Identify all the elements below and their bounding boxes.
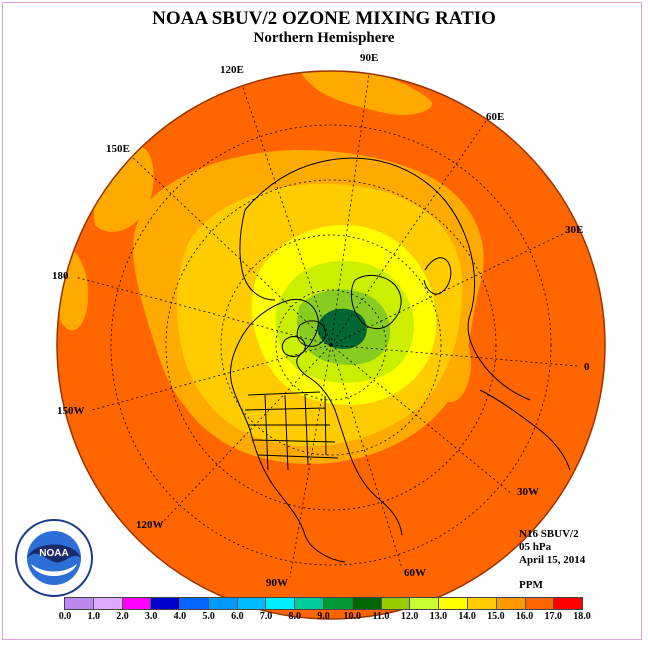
map-subtitle: Northern Hemisphere <box>253 30 395 46</box>
graticule <box>74 73 578 578</box>
lon-label-60e: 60E <box>486 111 504 123</box>
page-frame <box>2 2 642 640</box>
colorbar-tick-label: 1.0 <box>87 611 100 622</box>
colorbar-swatch <box>122 598 152 609</box>
colorbar-swatch <box>295 598 325 609</box>
lon-label-0: 0 <box>584 361 590 373</box>
lon-label-180: 180 <box>52 270 69 282</box>
colorbar-tick-label: 2.0 <box>116 611 129 622</box>
contour-band-9 <box>317 308 367 349</box>
colorbar-swatch <box>381 598 411 609</box>
colorbar-tick-label: 6.0 <box>231 611 244 622</box>
colorbar-swatch <box>324 598 353 609</box>
lon-label-60w: 60W <box>404 567 426 579</box>
colorbar-tick-label: 13.0 <box>429 611 448 622</box>
colorbar-tick-label: 14.0 <box>458 611 476 622</box>
colorbar-swatch <box>352 598 382 609</box>
colorbar-swatch <box>266 598 296 609</box>
colorbar-swatch <box>554 598 583 609</box>
colorbar-swatch <box>93 598 123 609</box>
colorbar-tick-label: 15.0 <box>487 611 505 622</box>
lon-label-120w: 120W <box>136 519 164 531</box>
colorbar-tick-label: 17.0 <box>544 611 563 622</box>
colorbar-swatch <box>151 598 181 609</box>
colorbar-tick-label: 0.0 <box>58 611 72 622</box>
unit-label: PPM <box>519 579 543 591</box>
colorbar-swatch <box>410 598 440 609</box>
lon-label-30w: 30W <box>517 486 539 498</box>
contour-band-14-top <box>300 71 432 115</box>
map-rim <box>56 70 606 620</box>
colorbar-tick-label: 10.0 <box>343 611 361 622</box>
colorbar-swatch <box>208 598 238 609</box>
colorbar-tick-label: 3.0 <box>144 611 158 622</box>
colorbar-swatch <box>496 598 526 609</box>
colorbar-tick-label: 4.0 <box>173 611 187 622</box>
colorbar-tick-label: 12.0 <box>400 611 419 622</box>
colorbar-swatch <box>237 598 267 609</box>
coastlines <box>229 157 571 563</box>
colorbar-swatch <box>65 598 94 609</box>
colorbar-tick-label: 7.0 <box>259 611 273 622</box>
lon-label-30e: 30E <box>565 224 583 236</box>
colorbar-swatch <box>467 598 497 609</box>
colorbar <box>64 597 583 610</box>
lon-label-120e: 120E <box>220 64 244 76</box>
instrument-label: N16 SBUV/2 <box>519 528 579 540</box>
pressure-level-label: 05 hPa <box>519 541 552 553</box>
colorbar-tick-label: 9.0 <box>317 611 330 622</box>
colorbar-swatch <box>439 598 468 609</box>
date-label: April 15, 2014 <box>519 554 586 566</box>
noaa-logo: NOAA <box>15 519 93 597</box>
map-title: NOAA SBUV/2 OZONE MIXING RATIO <box>152 8 496 29</box>
noaa-logo-text: NOAA <box>39 548 68 559</box>
colorbar-tick-label: 16.0 <box>515 611 534 622</box>
colorbar-tick-label: 11.0 <box>372 611 390 622</box>
lon-label-150w: 150W <box>57 405 85 417</box>
colorbar-tick-label: 5.0 <box>202 611 215 622</box>
colorbar-swatch <box>180 598 209 609</box>
lon-label-90w: 90W <box>266 577 288 589</box>
colorbar-tick-label: 8.0 <box>288 611 302 622</box>
colorbar-tick-label: 18.0 <box>573 611 591 622</box>
lon-label-150e: 150E <box>106 143 130 155</box>
lon-label-90e: 90E <box>360 52 378 64</box>
colorbar-swatch <box>525 598 555 609</box>
